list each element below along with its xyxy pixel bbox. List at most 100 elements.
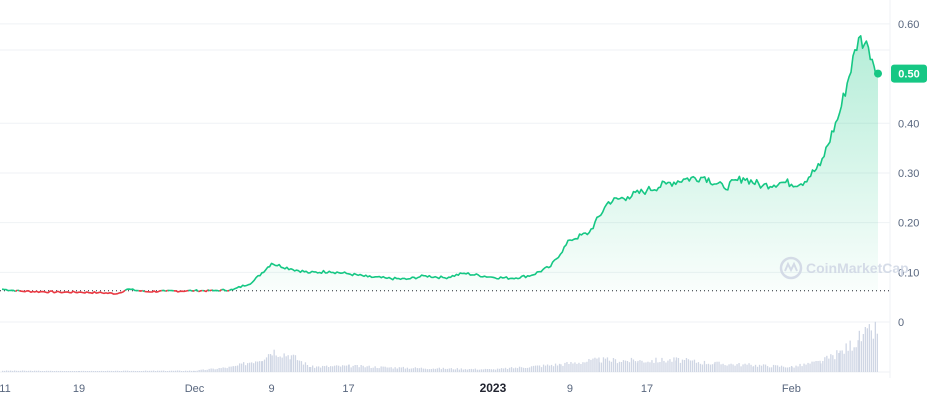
volume-bar bbox=[464, 369, 466, 372]
volume-bar bbox=[726, 365, 728, 372]
volume-bar bbox=[334, 365, 336, 372]
volume-bar bbox=[292, 354, 295, 372]
volume-bar bbox=[588, 359, 590, 372]
volume-bar bbox=[452, 369, 454, 372]
volume-bar bbox=[843, 353, 845, 372]
volume-bar bbox=[72, 371, 74, 372]
volume-bar bbox=[338, 365, 340, 372]
volume-bar bbox=[685, 358, 688, 372]
volume-bar bbox=[159, 370, 161, 372]
volume-bar bbox=[255, 361, 257, 372]
volume-bar bbox=[788, 367, 791, 372]
volume-bar bbox=[418, 368, 420, 372]
volume-bar bbox=[294, 355, 297, 372]
volume-bar bbox=[634, 361, 637, 372]
volume-bar bbox=[836, 350, 838, 372]
volume-bar bbox=[562, 365, 564, 372]
volume-bar bbox=[372, 367, 374, 372]
price-line-segment-18 bbox=[207, 289, 211, 292]
volume-bar bbox=[243, 362, 245, 372]
volume-bar bbox=[572, 363, 574, 372]
volume-bar bbox=[139, 371, 141, 372]
volume-bar bbox=[772, 364, 775, 372]
volume-bar bbox=[436, 368, 438, 372]
volume-bar bbox=[412, 368, 414, 372]
volume-bar bbox=[580, 364, 582, 372]
volume-bar bbox=[728, 364, 730, 372]
price-area-fill bbox=[2, 35, 878, 295]
current-price-label: 0.50 bbox=[898, 69, 919, 81]
volume-bar bbox=[444, 368, 446, 372]
volume-bar bbox=[149, 370, 151, 372]
y-tick-label: 0.40 bbox=[898, 118, 919, 130]
price-line-segment-7 bbox=[144, 289, 162, 293]
volume-bar bbox=[490, 369, 492, 372]
volume-bar bbox=[18, 370, 20, 372]
volume-bar bbox=[691, 360, 694, 372]
volume-bar bbox=[663, 360, 665, 372]
y-axis-ticks: 0.10 0.20 0.30 0.40 0.60 bbox=[898, 19, 919, 279]
volume-bar bbox=[606, 357, 609, 372]
volume-bar bbox=[107, 370, 109, 372]
volume-bar bbox=[193, 370, 195, 372]
volume-bar bbox=[163, 370, 165, 372]
volume-bar bbox=[99, 371, 101, 372]
volume-bar bbox=[834, 359, 836, 372]
volume-bar bbox=[574, 362, 576, 372]
price-line-segment-21 bbox=[219, 289, 222, 292]
volume-bar bbox=[218, 368, 220, 372]
price-line-segment-1 bbox=[15, 289, 18, 293]
volume-bar bbox=[322, 365, 324, 372]
volume-bar bbox=[89, 371, 91, 372]
volume-bar bbox=[584, 362, 586, 372]
volume-bar bbox=[544, 365, 547, 372]
volume-bar bbox=[826, 355, 828, 372]
volume-bar bbox=[622, 360, 625, 372]
volume-bar bbox=[362, 365, 364, 372]
volume-bar bbox=[38, 370, 40, 372]
volume-bar bbox=[512, 368, 515, 372]
volume-bar bbox=[655, 357, 657, 372]
volume-bar bbox=[302, 364, 305, 372]
volume-bar bbox=[524, 368, 527, 372]
volume-bar bbox=[799, 363, 801, 372]
volume-bar bbox=[424, 368, 426, 372]
volume-bar bbox=[618, 361, 621, 372]
volume-bar bbox=[127, 370, 129, 372]
volume-bar bbox=[786, 367, 789, 372]
volume-bar bbox=[101, 370, 103, 372]
volume-bar bbox=[259, 361, 261, 372]
price-line-segment-19 bbox=[209, 289, 213, 292]
volume-bar bbox=[283, 353, 285, 372]
volume-bar bbox=[155, 371, 157, 372]
volume-bar bbox=[872, 338, 874, 372]
volume-bar bbox=[492, 369, 495, 372]
volume-bar bbox=[370, 368, 372, 372]
volume-bar bbox=[516, 368, 519, 372]
volume-bar bbox=[716, 361, 718, 372]
volume-bar bbox=[782, 366, 785, 372]
volume-bar bbox=[722, 363, 724, 372]
volume-bar bbox=[832, 355, 834, 372]
volume-bar bbox=[582, 362, 584, 372]
volume-bar bbox=[711, 364, 714, 372]
volume-bar bbox=[612, 358, 615, 372]
volume-bar bbox=[406, 367, 408, 372]
volume-bar bbox=[488, 369, 490, 372]
volume-bar bbox=[677, 358, 680, 372]
volume-bar bbox=[675, 357, 678, 372]
volume-bar bbox=[683, 360, 686, 372]
volume-bar bbox=[257, 361, 259, 372]
volume-bar bbox=[119, 371, 121, 372]
volume-bar bbox=[16, 370, 18, 372]
volume-bar bbox=[830, 354, 832, 372]
volume-bar bbox=[679, 362, 682, 372]
volume-bar bbox=[661, 357, 663, 372]
volume-bar bbox=[24, 370, 26, 372]
volume-bar bbox=[137, 371, 139, 372]
volume-bar bbox=[289, 359, 291, 372]
volume-bar bbox=[360, 365, 362, 372]
volume-bar bbox=[145, 370, 147, 372]
price-line-segment-9 bbox=[165, 289, 168, 292]
volume-axis-label: 0 bbox=[898, 317, 904, 329]
